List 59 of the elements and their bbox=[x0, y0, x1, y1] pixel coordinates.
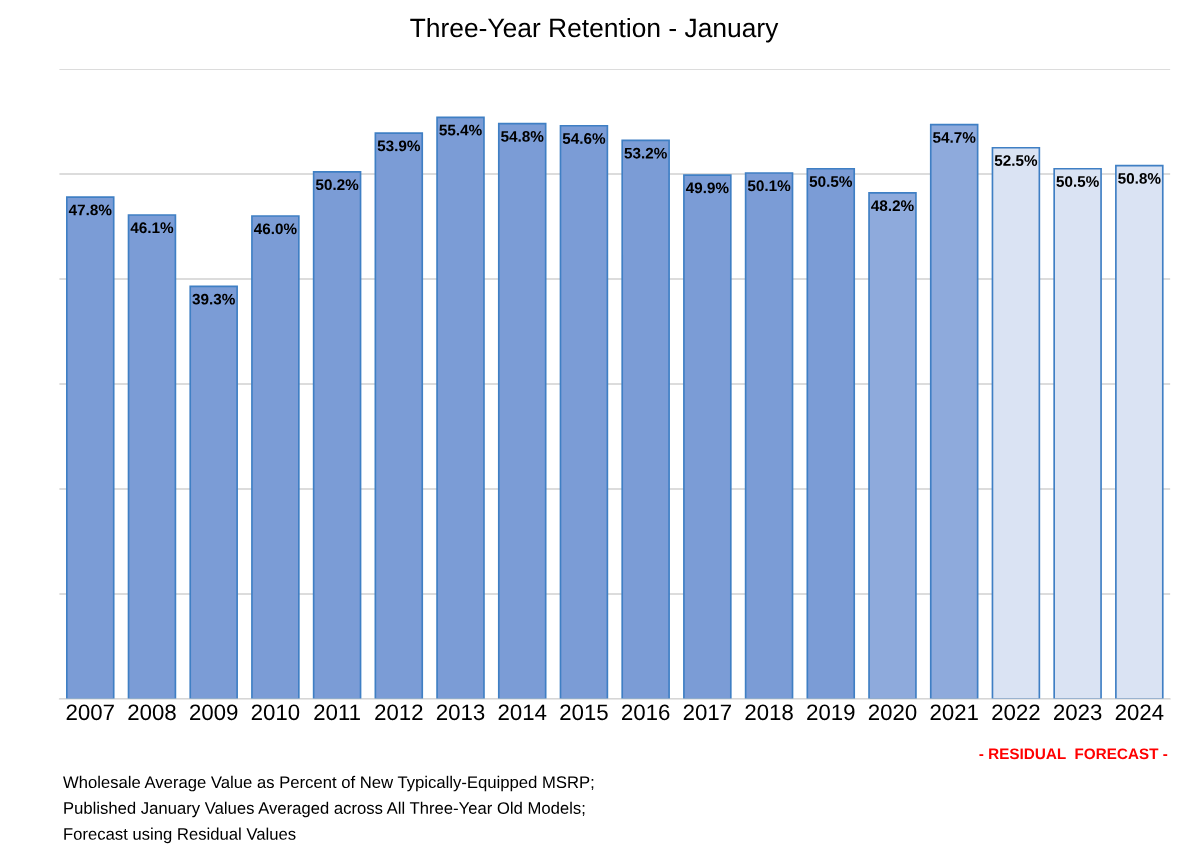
x-tick-label: 2021 bbox=[930, 704, 978, 721]
x-tick-label: 2012 bbox=[375, 704, 423, 721]
x-tick-label: 2017 bbox=[683, 704, 731, 721]
bar bbox=[806, 167, 856, 700]
text: - RESIDUAL FORECAST - bbox=[979, 748, 1168, 760]
bar bbox=[1115, 164, 1164, 700]
data-label: 53.2% bbox=[624, 147, 667, 159]
data-label: 39.3% bbox=[192, 293, 235, 305]
bar bbox=[251, 215, 300, 700]
bar bbox=[312, 171, 362, 700]
x-tick-label: 2019 bbox=[807, 704, 855, 721]
x-tick-label: 2018 bbox=[745, 704, 793, 721]
x-tick-label: 2023 bbox=[1054, 704, 1102, 721]
bar bbox=[497, 122, 547, 700]
bar bbox=[621, 139, 670, 700]
bar bbox=[744, 172, 794, 700]
x-tick-label: 2011 bbox=[314, 704, 360, 721]
data-label: 49.9% bbox=[685, 182, 729, 194]
data-label: 47.8% bbox=[68, 204, 112, 216]
bar bbox=[991, 146, 1041, 700]
x-tick-label: 2008 bbox=[128, 704, 176, 721]
bar bbox=[683, 174, 732, 700]
bar bbox=[559, 124, 609, 700]
data-label: 54.8% bbox=[501, 130, 544, 142]
bar bbox=[929, 123, 979, 700]
data-label: 50.5% bbox=[809, 176, 853, 187]
bar bbox=[436, 116, 485, 700]
bar bbox=[65, 196, 115, 700]
data-label: 50.8% bbox=[1118, 172, 1161, 184]
text: Wholesale Average Value as Percent of New Typically-Equipped MSRP; bbox=[63, 775, 594, 792]
data-label: 50.2% bbox=[315, 179, 359, 191]
x-tick-label: 2015 bbox=[560, 704, 608, 721]
x-tick-label: 2009 bbox=[190, 704, 238, 721]
data-label: 46.1% bbox=[130, 222, 174, 234]
data-label: 55.4% bbox=[439, 124, 482, 136]
bar bbox=[1053, 167, 1102, 700]
text: Published January Values Averaged across All Three-Year Old Models; bbox=[64, 801, 585, 818]
x-tick-label: 2013 bbox=[436, 704, 485, 721]
chart-title: Three-Year Retention - January bbox=[410, 17, 779, 43]
data-label: 46.0% bbox=[253, 223, 297, 235]
x-tick-label: 2010 bbox=[251, 704, 300, 721]
data-label: 54.7% bbox=[933, 132, 976, 143]
data-label: 50.1% bbox=[747, 180, 791, 192]
x-tick-label: 2016 bbox=[622, 704, 670, 721]
bar bbox=[127, 214, 177, 700]
bar bbox=[189, 285, 238, 700]
bar bbox=[868, 192, 917, 700]
x-tick-label: 2020 bbox=[868, 704, 917, 721]
data-label: 54.6% bbox=[562, 133, 606, 144]
data-label: 48.2% bbox=[871, 200, 914, 212]
data-label: 53.9% bbox=[377, 140, 421, 152]
x-tick-label: 2014 bbox=[498, 704, 547, 721]
bar bbox=[374, 132, 424, 700]
x-tick-label: 2007 bbox=[66, 704, 114, 721]
x-tick-label: 2022 bbox=[992, 704, 1040, 721]
text: Forecast using Residual Values bbox=[64, 827, 296, 844]
x-tick-label: 2024 bbox=[1115, 704, 1164, 721]
data-label: 52.5% bbox=[994, 155, 1038, 166]
data-label: 50.5% bbox=[1056, 176, 1099, 187]
